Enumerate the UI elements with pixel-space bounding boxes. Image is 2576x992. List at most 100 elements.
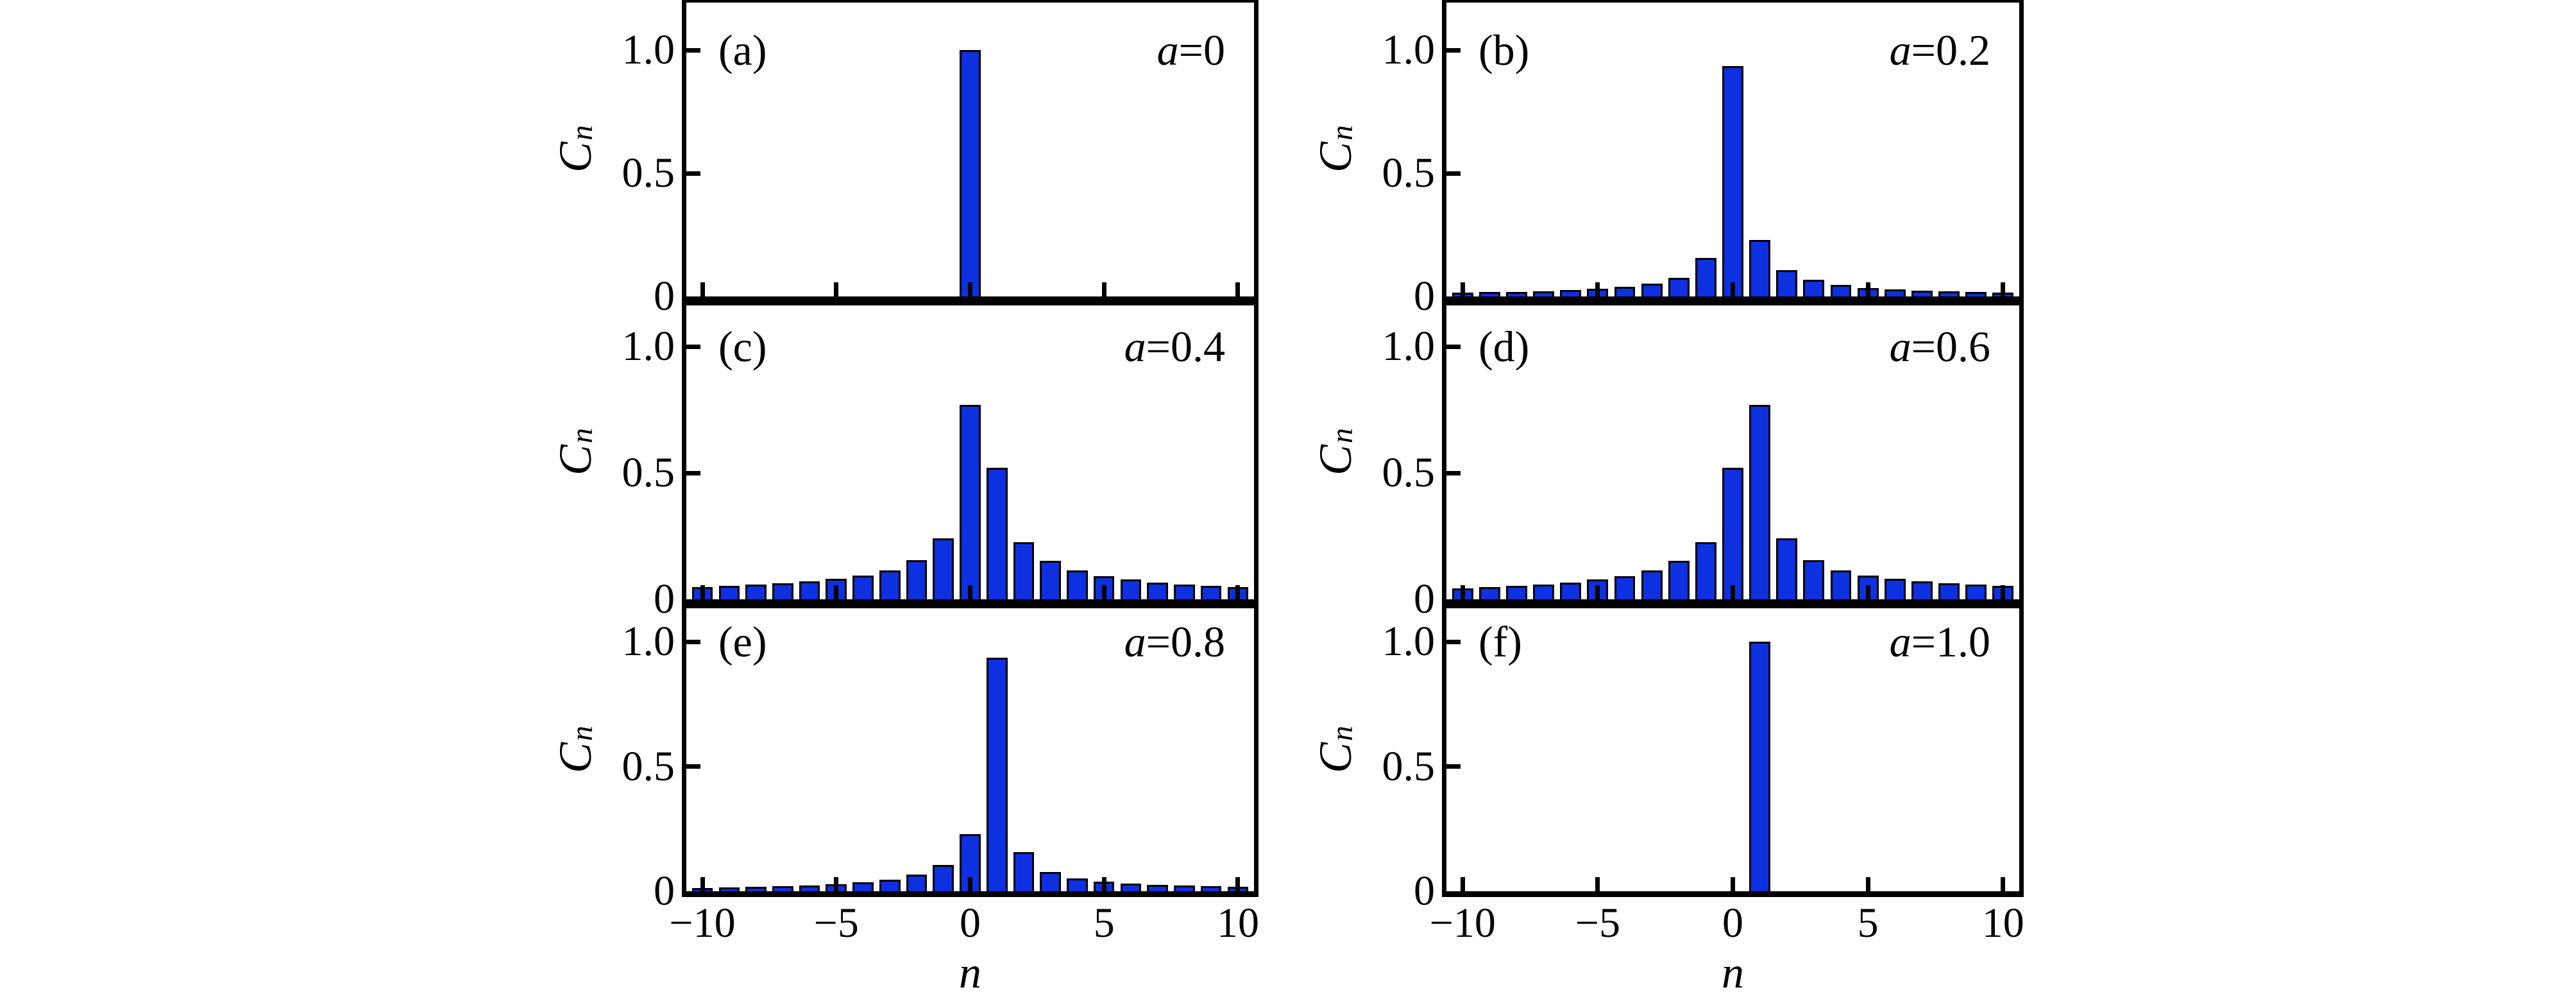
x-tick--10 xyxy=(1460,282,1465,296)
y-tick-label-f-1.0: 1.0 xyxy=(1382,618,1436,665)
y-tick-label-e-0.5: 0.5 xyxy=(622,742,675,790)
panel-label-f: (f) xyxy=(1479,617,1522,666)
annotation-c: a=0.4 xyxy=(1124,322,1225,371)
x-tick-0 xyxy=(1731,877,1735,891)
bar-n-9 xyxy=(1479,587,1500,599)
x-tick-label-e--5: −5 xyxy=(813,900,859,946)
bar-n-3 xyxy=(879,570,901,599)
panel-label-e: (e) xyxy=(718,617,767,666)
bar-n-1 xyxy=(933,864,954,891)
bar-n-1 xyxy=(1695,542,1716,599)
bar-n-2 xyxy=(906,874,928,891)
y-tick-1 xyxy=(1446,47,1461,53)
bar-n9 xyxy=(1200,586,1222,599)
bar-n-4 xyxy=(852,575,874,599)
x-tick-0 xyxy=(968,585,972,599)
bar-n-7 xyxy=(772,583,793,599)
annotation-d: a=0.6 xyxy=(1889,322,1990,371)
bar-n7 xyxy=(1911,291,1933,296)
y-tick-0.5 xyxy=(1446,470,1461,475)
panel-e: (e) a=0.8 xyxy=(682,604,1258,897)
bar-n-7 xyxy=(1533,291,1555,296)
bar-n2 xyxy=(1013,852,1035,891)
x-tick--5 xyxy=(1595,282,1600,296)
x-tick-label-e-5: 5 xyxy=(1093,900,1115,946)
x-tick--5 xyxy=(1595,877,1600,891)
x-tick-0 xyxy=(1731,282,1735,296)
y-tick-label-f-0: 0 xyxy=(1414,868,1435,914)
x-tick-10 xyxy=(1235,877,1241,891)
panel-label-a: (a) xyxy=(718,26,767,74)
x-tick-5 xyxy=(1101,282,1106,296)
bar-n2 xyxy=(1776,538,1798,599)
y-tick-label-d-0.5: 0.5 xyxy=(1382,449,1436,496)
bar-n-9 xyxy=(1479,292,1500,296)
bar-n-6 xyxy=(799,885,820,891)
bar-n2 xyxy=(1776,270,1798,296)
x-tick--5 xyxy=(834,877,839,891)
x-tick--10 xyxy=(700,585,705,599)
panel-a: (a) a=0 xyxy=(682,0,1258,302)
x-tick--5 xyxy=(834,585,839,599)
bar-n0 xyxy=(1722,65,1743,296)
y-tick-label-e-1.0: 1.0 xyxy=(622,618,675,665)
y-tick-label-c-0: 0 xyxy=(654,576,675,622)
bar-n-2 xyxy=(1668,277,1690,296)
bar-n0 xyxy=(960,404,981,599)
y-tick-label-c-0.5: 0.5 xyxy=(622,449,675,496)
bar-n8 xyxy=(1174,584,1195,599)
x-tick--5 xyxy=(1595,585,1600,599)
a-symbol: a xyxy=(1889,322,1911,371)
a-symbol: a xyxy=(1124,617,1146,666)
x-tick-0 xyxy=(968,877,972,891)
bar-n-4 xyxy=(1614,287,1636,296)
bar-n-1 xyxy=(1695,258,1716,296)
bar-n-8 xyxy=(1506,291,1527,296)
x-tick-10 xyxy=(1235,282,1241,296)
annotation-b: a=0.2 xyxy=(1889,26,1990,74)
x-tick-label-f-0: 0 xyxy=(1722,900,1743,946)
bar-n6 xyxy=(1884,578,1906,599)
x-tick-label-e-10: 10 xyxy=(1216,900,1259,946)
x-tick-10 xyxy=(2001,877,2006,891)
bar-n7 xyxy=(1147,582,1168,599)
bar-n-3 xyxy=(879,880,901,891)
x-tick-10 xyxy=(2001,282,2006,296)
x-axis-label-f: n xyxy=(1722,948,1744,992)
y-tick-0.5 xyxy=(686,470,700,475)
a-symbol: a xyxy=(1157,26,1179,74)
panel-f: (f) a=1.0 xyxy=(1442,604,2024,897)
bar-n7 xyxy=(1147,884,1168,891)
bar-n-7 xyxy=(1533,584,1555,599)
bar-n-6 xyxy=(799,581,820,599)
y-tick-label-b-1.0: 1.0 xyxy=(1382,26,1436,73)
bar-n-8 xyxy=(745,585,767,599)
x-tick-label-f-10: 10 xyxy=(1981,900,2024,946)
x-tick--10 xyxy=(700,282,705,296)
y-tick-1 xyxy=(686,344,700,349)
a-symbol: a xyxy=(1124,322,1146,371)
x-tick-label-f--5: −5 xyxy=(1575,900,1620,946)
panel-c: (c) a=0.4 xyxy=(682,301,1258,605)
x-tick--10 xyxy=(700,877,705,891)
bar-n1 xyxy=(1749,642,1771,891)
bar-n-2 xyxy=(906,560,928,599)
bar-n8 xyxy=(1174,885,1195,891)
panel-d: (d) a=0.6 xyxy=(1442,301,2024,605)
panel-label-c: (c) xyxy=(718,322,767,371)
panel-label-b: (b) xyxy=(1479,26,1530,74)
bar-n-8 xyxy=(745,887,767,891)
y-tick-0.5 xyxy=(686,764,700,769)
bar-n3 xyxy=(1040,561,1061,599)
bar-n1 xyxy=(1749,239,1771,296)
y-tick-label-f-0.5: 0.5 xyxy=(1382,742,1436,790)
x-tick-0 xyxy=(968,282,972,296)
bar-n0 xyxy=(960,50,981,296)
ylabel-subscript: n xyxy=(564,427,599,443)
